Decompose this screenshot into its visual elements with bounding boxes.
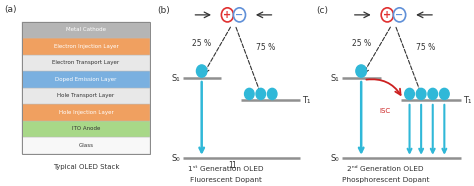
Text: Phosphorescent Dopant: Phosphorescent Dopant xyxy=(342,177,429,183)
Text: S₀: S₀ xyxy=(172,154,180,163)
Text: ISC: ISC xyxy=(380,108,391,114)
Text: Glass: Glass xyxy=(79,143,93,148)
Circle shape xyxy=(233,8,246,22)
Text: −: − xyxy=(236,10,244,20)
Bar xyxy=(22,88,150,104)
Text: S₀: S₀ xyxy=(331,154,339,163)
Text: 75 %: 75 % xyxy=(416,43,435,52)
Bar xyxy=(22,71,150,88)
Text: 25 %: 25 % xyxy=(352,39,371,49)
Bar xyxy=(22,55,150,71)
Circle shape xyxy=(245,88,254,100)
Text: (a): (a) xyxy=(4,5,17,14)
Text: T₁: T₁ xyxy=(464,96,472,105)
Circle shape xyxy=(221,8,234,22)
Text: ITO Anode: ITO Anode xyxy=(72,126,100,132)
Text: 1: 1 xyxy=(228,161,233,170)
Text: Electron Transport Layer: Electron Transport Layer xyxy=(53,60,119,65)
Text: Electron Injection Layer: Electron Injection Layer xyxy=(54,44,118,49)
Text: +: + xyxy=(223,10,231,20)
Text: 75 %: 75 % xyxy=(255,43,275,52)
Text: Fluorescent Dopant: Fluorescent Dopant xyxy=(190,177,262,183)
Text: S₁: S₁ xyxy=(331,74,339,83)
Circle shape xyxy=(381,8,393,22)
Text: −: − xyxy=(395,10,403,20)
Text: T₁: T₁ xyxy=(302,96,311,105)
Bar xyxy=(22,38,150,55)
Bar xyxy=(22,22,150,38)
Circle shape xyxy=(393,8,406,22)
Circle shape xyxy=(267,88,277,100)
Text: Typical OLED Stack: Typical OLED Stack xyxy=(53,164,119,170)
Circle shape xyxy=(405,88,414,100)
Text: (b): (b) xyxy=(157,6,170,15)
Text: 1ˢᵗ Generation OLED: 1ˢᵗ Generation OLED xyxy=(188,166,263,172)
Text: 1: 1 xyxy=(231,161,236,170)
Text: 2ⁿᵈ Generation OLED: 2ⁿᵈ Generation OLED xyxy=(347,166,424,172)
Bar xyxy=(22,121,150,137)
Bar xyxy=(22,22,150,154)
Circle shape xyxy=(356,65,366,77)
Text: Doped Emission Layer: Doped Emission Layer xyxy=(55,77,117,82)
Bar xyxy=(22,104,150,121)
Text: (c): (c) xyxy=(316,6,328,15)
Circle shape xyxy=(256,88,265,100)
Text: Hole Transport Layer: Hole Transport Layer xyxy=(57,93,115,98)
Text: +: + xyxy=(383,10,392,20)
Text: Hole Injection Layer: Hole Injection Layer xyxy=(59,110,113,115)
Text: Metal Cathode: Metal Cathode xyxy=(66,27,106,32)
Circle shape xyxy=(196,65,207,77)
Circle shape xyxy=(439,88,449,100)
Bar xyxy=(22,137,150,154)
Circle shape xyxy=(428,88,438,100)
Text: S₁: S₁ xyxy=(172,74,180,83)
Circle shape xyxy=(416,88,426,100)
Text: 25 %: 25 % xyxy=(192,39,211,49)
